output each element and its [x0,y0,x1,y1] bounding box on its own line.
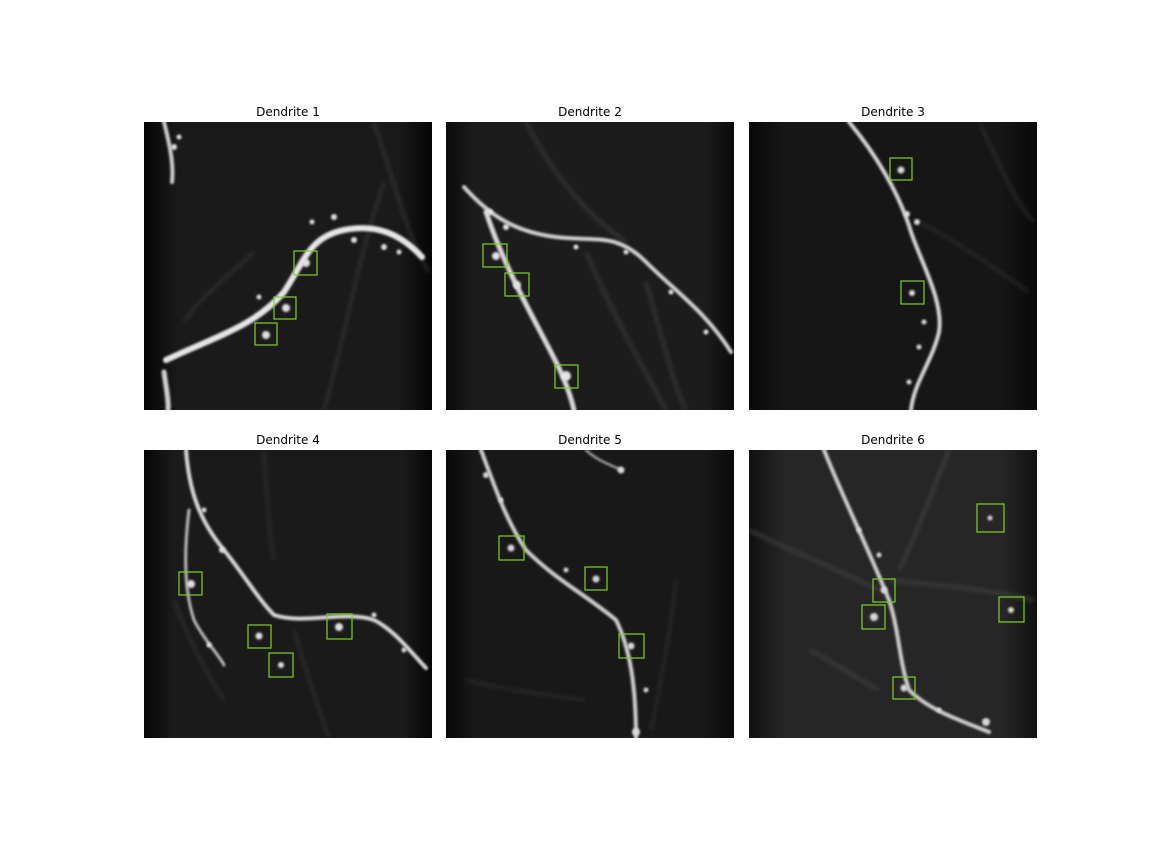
microscopy-panel-6 [749,450,1037,738]
panel-title-3: Dendrite 3 [861,105,925,119]
microscopy-panel-4 [144,450,432,738]
microscopy-panel-5 [446,450,734,738]
panel-title-6: Dendrite 6 [861,433,925,447]
panel-title-2: Dendrite 2 [558,105,622,119]
microscopy-panel-3 [749,122,1037,410]
panel-title-1: Dendrite 1 [256,105,320,119]
microscopy-panel-2 [446,122,734,410]
microscopy-panel-1 [144,122,432,410]
panel-title-4: Dendrite 4 [256,433,320,447]
panel-title-5: Dendrite 5 [558,433,622,447]
